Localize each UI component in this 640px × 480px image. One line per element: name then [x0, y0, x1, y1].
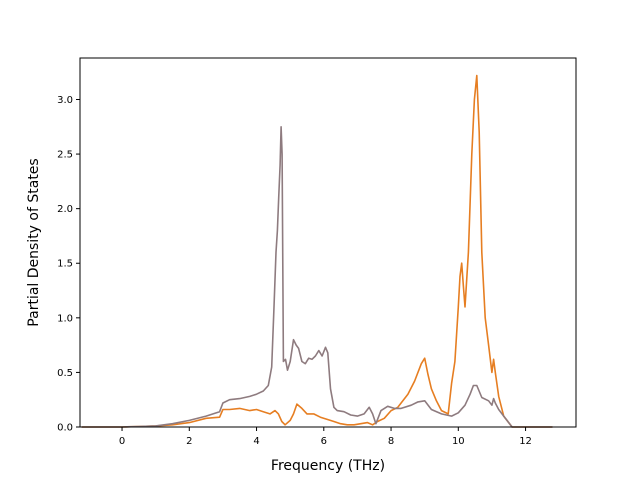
x-axis-label: Frequency (THz): [271, 458, 385, 474]
y-tick-label: 1.5: [57, 259, 73, 270]
y-axis: 0.0 0.5 1.0 1.5 2.0 2.5 3.0: [57, 95, 80, 434]
x-tick-label: 2: [186, 436, 192, 447]
y-axis-label: Partial Density of States: [26, 158, 42, 326]
x-tick-label: 12: [519, 436, 532, 447]
y-tick-label: 2.5: [57, 150, 73, 161]
series-line-1: [81, 74, 553, 428]
series-line-2: [81, 126, 553, 428]
y-tick-label: 3.0: [57, 95, 73, 106]
plot-frame: [79, 57, 577, 428]
x-tick-label: 4: [253, 436, 259, 447]
y-tick-label: 1.0: [57, 313, 73, 324]
x-tick-label: 8: [388, 436, 394, 447]
series-layer: [81, 74, 553, 428]
y-tick-label: 0.5: [57, 368, 73, 379]
x-tick-label: 6: [321, 436, 327, 447]
x-tick-label: 0: [119, 436, 125, 447]
x-axis: 0 2 4 6 8 10 12: [119, 427, 532, 447]
y-tick-label: 2.0: [57, 204, 73, 215]
x-tick-label: 10: [452, 436, 465, 447]
y-tick-label: 0.0: [57, 423, 73, 434]
